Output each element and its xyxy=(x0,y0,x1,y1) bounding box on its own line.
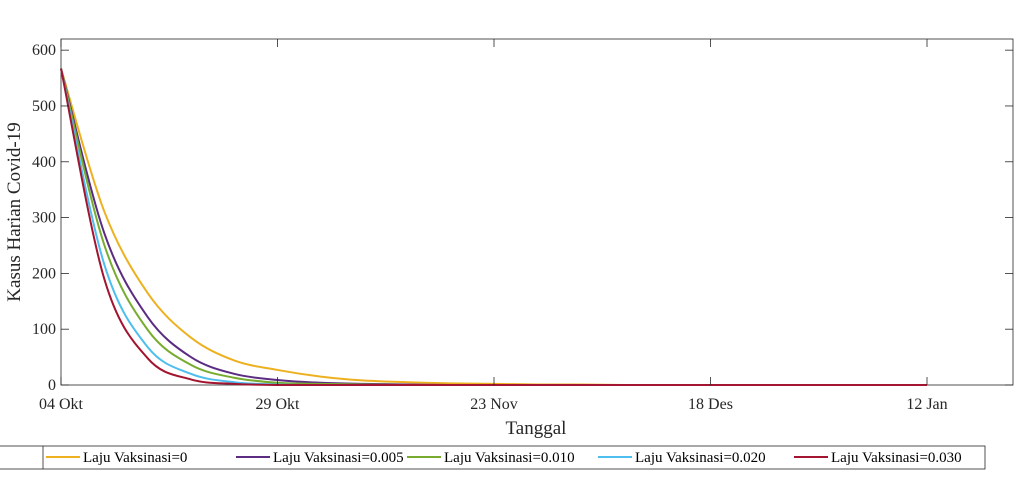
legend-label-1: Laju Vaksinasi=0.005 xyxy=(273,450,404,466)
plot-area xyxy=(60,38,1014,386)
legend-box xyxy=(0,445,986,470)
legend-label-0: Laju Vaksinasi=0 xyxy=(83,450,187,466)
x-tick-label: 04 Okt xyxy=(39,396,84,413)
y-tick-label: 400 xyxy=(32,154,56,171)
y-tick-label: 500 xyxy=(32,98,56,115)
y-tick-label: 600 xyxy=(32,42,56,59)
y-tick-label: 100 xyxy=(32,321,56,338)
x-tick-label: 29 Okt xyxy=(256,396,301,413)
x-tick-label: 18 Des xyxy=(688,396,733,413)
x-tick-label: 12 Jan xyxy=(906,396,947,413)
plot-frame xyxy=(60,38,1014,386)
x-axis: 04 Okt 29 Okt 23 Nov 18 Des 12 Jan xyxy=(39,39,948,413)
legend-label-3: Laju Vaksinasi=0.020 xyxy=(635,450,766,466)
legend-label-2: Laju Vaksinasi=0.010 xyxy=(444,450,575,466)
series-layer xyxy=(60,68,927,386)
series-line-4 xyxy=(60,68,927,386)
y-tick-label: 300 xyxy=(32,210,56,227)
x-tick-label: 23 Nov xyxy=(470,396,518,413)
legend-label-4: Laju Vaksinasi=0.030 xyxy=(831,450,962,466)
y-tick-label: 200 xyxy=(32,265,56,282)
y-tick-label: 0 xyxy=(48,377,56,394)
legend: Laju Vaksinasi=0 Laju Vaksinasi=0.005 Laju… xyxy=(0,445,986,470)
x-axis-title: Tanggal xyxy=(506,418,567,439)
y-axis: 0 100 200 300 400 500 600 xyxy=(32,42,1013,394)
y-axis-title: Kasus Harian Covid-19 xyxy=(4,122,25,301)
